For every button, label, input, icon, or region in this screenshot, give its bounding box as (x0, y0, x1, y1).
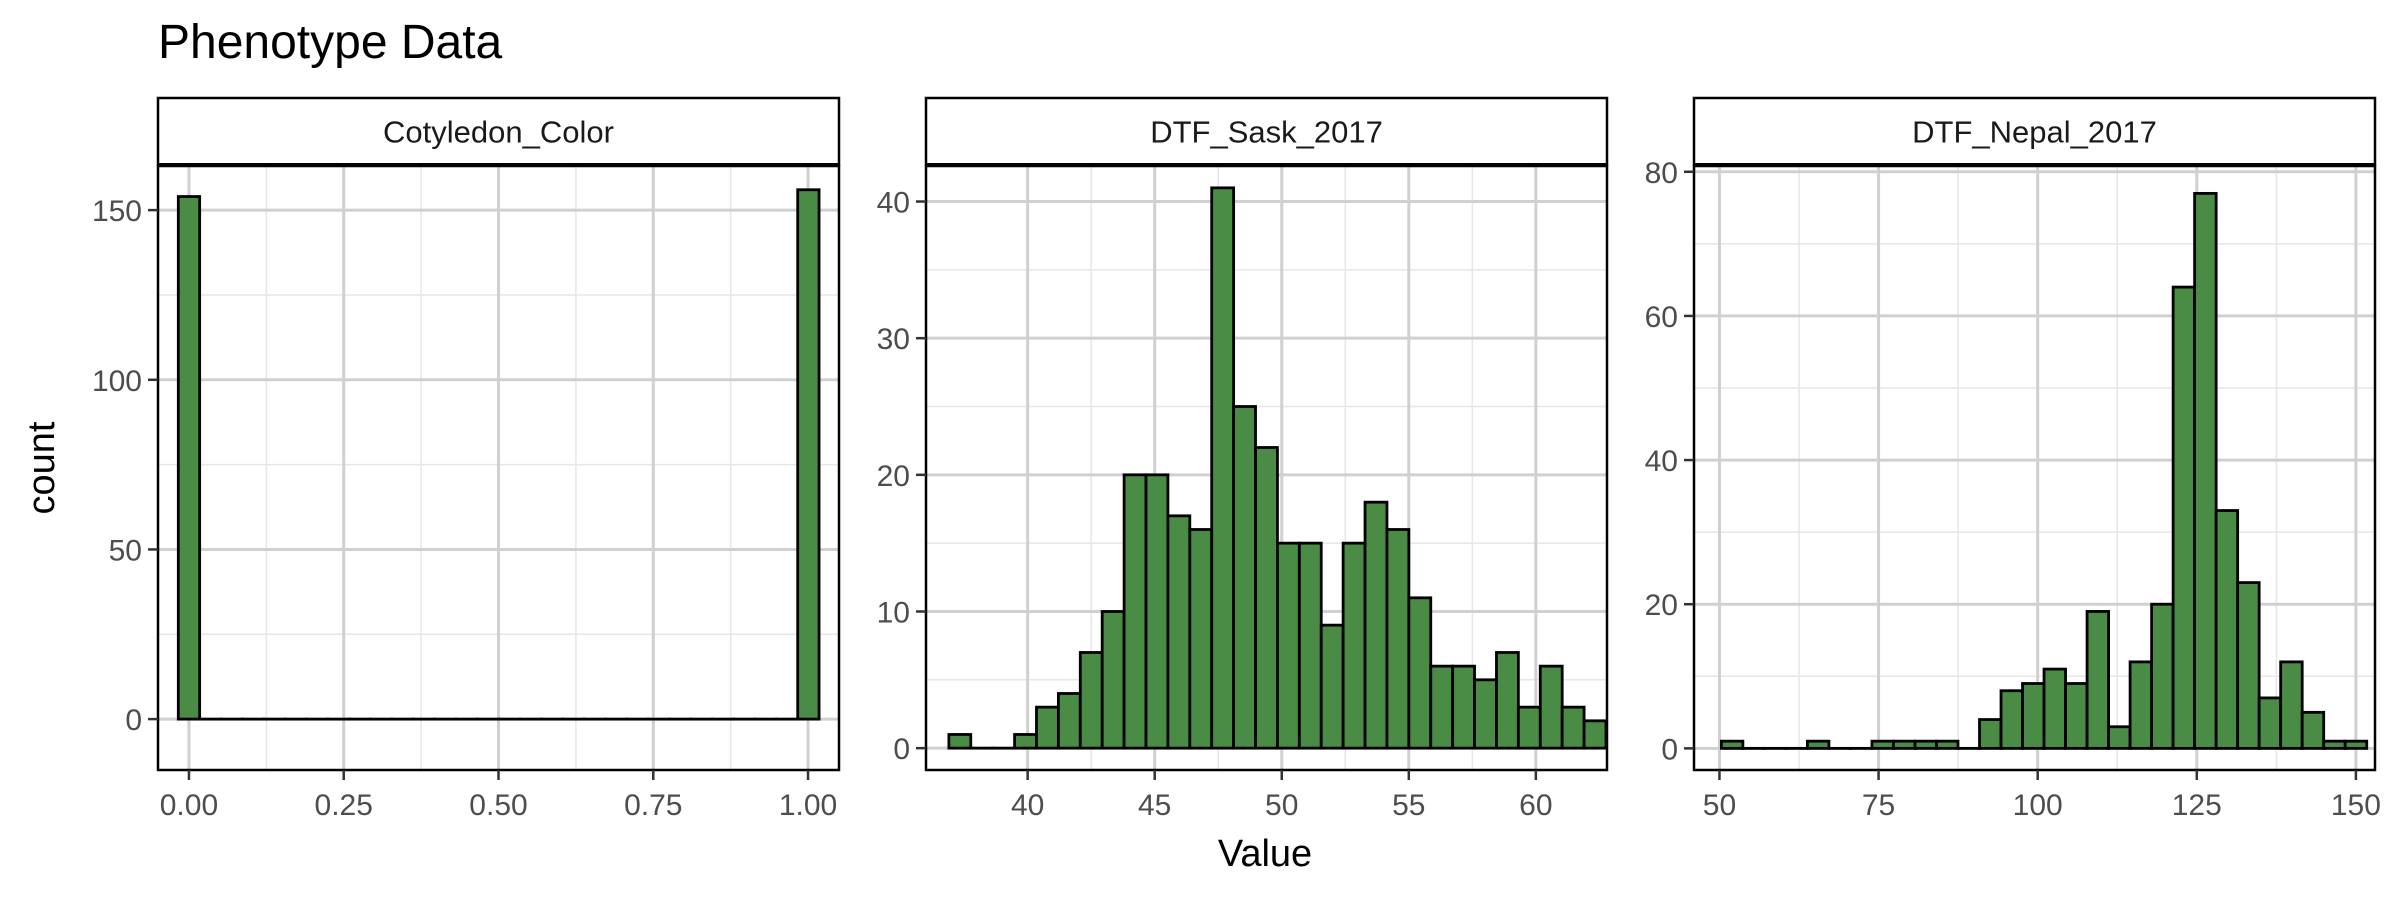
x-axis-label: Value (1218, 833, 1312, 875)
x-tick-label: 50 (1265, 789, 1298, 822)
histogram-bar (1495, 651, 1520, 750)
histogram-bar (1473, 678, 1498, 750)
facet-strip (156, 96, 841, 167)
histogram-bar (1913, 739, 1938, 750)
facet-strip (1692, 96, 2377, 167)
x-tick-label: 0.25 (315, 789, 373, 822)
x-tick-label: 0.50 (469, 789, 527, 822)
y-tick-label: 0 (125, 704, 142, 737)
histogram-bar (1210, 186, 1236, 750)
histogram-bar (1892, 739, 1917, 750)
histogram-bar (1999, 689, 2024, 750)
histogram-bar (1122, 473, 1148, 750)
x-tick-label: 100 (2013, 789, 2063, 822)
x-tick-label: 50 (1703, 789, 1736, 822)
histogram-bar (1078, 651, 1104, 750)
y-tick-label: 0 (1661, 733, 1678, 766)
histogram-bar (1276, 541, 1301, 750)
histogram-bar (1144, 473, 1170, 750)
histogram-bar (1719, 739, 1745, 750)
y-tick-label: 50 (109, 534, 142, 567)
y-tick-label: 100 (92, 365, 142, 398)
histogram-bar (1363, 500, 1389, 750)
panel-border (924, 164, 1609, 772)
x-tick-label: 0.75 (624, 789, 682, 822)
histogram-bar (2107, 725, 2132, 750)
x-tick-label: 60 (1519, 789, 1552, 822)
histogram-bar (2171, 285, 2197, 750)
histogram-bar (1319, 623, 1345, 750)
histogram-bar (1870, 739, 1895, 750)
facet-strip-label: Cotyledon_Color (383, 115, 614, 150)
facet-strip-label: DTF_Sask_2017 (1150, 115, 1383, 150)
y-tick-label: 40 (1645, 445, 1678, 478)
histogram-bar (1516, 705, 1542, 750)
histogram-bar (796, 188, 821, 721)
histogram-bar (2021, 682, 2046, 750)
histogram-bar (1538, 664, 1564, 750)
facet-strip (924, 96, 1609, 167)
histogram-bar (1451, 664, 1476, 750)
histogram-bar (2150, 602, 2175, 750)
histogram-bar (1188, 528, 1214, 750)
x-tick-label: 1.00 (779, 789, 837, 822)
panel-cotyledon-color: Cotyledon_Color 0.00 0.25 0.50 0.75 1.00 0 50 10… (92, 96, 841, 822)
histogram-bar (1429, 664, 1455, 750)
facet-strip-label: DTF_Nepal_2017 (1912, 115, 2157, 150)
histogram-bar (1341, 541, 1367, 750)
histogram-bar (1166, 514, 1192, 750)
histogram-bar (2042, 667, 2067, 750)
histogram-bar (1806, 739, 1831, 750)
x-tick-label: 150 (2331, 789, 2381, 822)
histogram-bar (1407, 596, 1433, 750)
y-axis-label: count (21, 421, 63, 514)
x-tick-label: 45 (1138, 789, 1171, 822)
histogram-bar (1035, 705, 1060, 750)
panels-group: Cotyledon_Color 0.00 0.25 0.50 0.75 1.00 0 50 10… (92, 96, 2381, 822)
histogram-bar (1056, 692, 1082, 750)
x-tick-label: 55 (1392, 789, 1425, 822)
histogram-bar (2193, 191, 2218, 750)
x-tick-label: 0.00 (160, 789, 218, 822)
histogram-bar (2128, 660, 2154, 750)
x-tick-label: 75 (1862, 789, 1895, 822)
histogram-bar (1385, 528, 1411, 750)
y-tick-label: 30 (877, 323, 910, 356)
panel-dtf-nepal-2017: DTF_Nepal_2017 50 75 100 125 150 0 20 40 60 80 (1645, 96, 2381, 822)
chart-title: Phenotype Data (158, 16, 503, 69)
histogram-bar (2322, 739, 2347, 750)
histogram-bar (1978, 718, 2003, 750)
panel-border (1692, 164, 2377, 772)
histogram-bar (1254, 446, 1279, 750)
x-tick-label: 125 (2172, 789, 2222, 822)
histogram-bar (1935, 739, 1960, 750)
y-tick-label: 40 (877, 187, 910, 220)
histogram-bar (1560, 705, 1586, 750)
y-tick-label: 20 (877, 460, 910, 493)
histogram-bar (2236, 581, 2261, 750)
histogram-bar (1100, 610, 1126, 750)
histogram-bar (2300, 710, 2326, 750)
histogram-bar (2343, 739, 2369, 750)
y-tick-label: 150 (92, 195, 142, 228)
histogram-bar (1232, 405, 1257, 750)
y-tick-label: 80 (1645, 157, 1678, 190)
histogram-bar (1582, 719, 1608, 750)
panel-dtf-sask-2017: DTF_Sask_2017 40 45 50 55 60 0 10 20 30 40 (877, 96, 1609, 822)
y-tick-label: 10 (877, 596, 910, 629)
y-tick-label: 60 (1645, 301, 1678, 334)
histogram-bar (2279, 660, 2304, 750)
y-tick-label: 20 (1645, 589, 1678, 622)
histogram-bar (1297, 541, 1323, 750)
histogram-bar (947, 733, 973, 750)
histogram-bar (2214, 509, 2240, 750)
histogram-bar (176, 195, 202, 721)
x-tick-label: 40 (1011, 789, 1044, 822)
histogram-bar (2257, 696, 2283, 750)
histogram-bar (2064, 682, 2089, 750)
histogram-bar (2085, 610, 2110, 750)
histogram-bar (1013, 733, 1038, 750)
y-tick-label: 0 (893, 733, 910, 766)
